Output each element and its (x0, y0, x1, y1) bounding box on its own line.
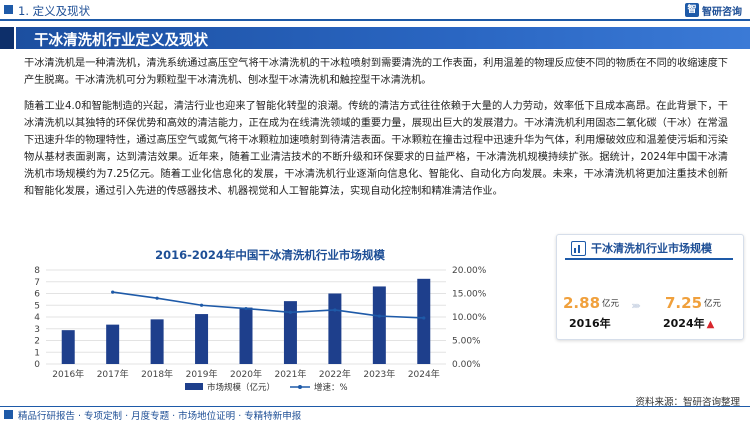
legend-bar-swatch (185, 383, 203, 390)
left-axis-tick: 3 (34, 325, 40, 335)
title-background (16, 27, 750, 49)
x-axis-tick: 2021年 (274, 368, 306, 380)
x-axis-tick: 2020年 (230, 368, 262, 380)
end-year-label: 2024年 (663, 317, 705, 330)
market-size-card: 干冰清洗机行业市场规模 2.88 亿元 2016年 ››››› 7.25 亿元 20… (556, 234, 744, 340)
end-unit: 亿元 (704, 299, 722, 309)
growth-line (112, 291, 424, 319)
start-year: 2016年 (569, 317, 611, 330)
footer: 精品行研报告 · 专项定制 · 月度专题 · 市场地位证明 · 专精特新申报 (0, 406, 750, 422)
legend-line-dot (298, 385, 302, 389)
growth-point (422, 316, 426, 320)
market-size-chart: 0123456780.00%5.00%10.00%15.00%20.00%201… (34, 266, 487, 393)
card-title: 干冰清洗机行业市场规模 (591, 242, 712, 255)
x-axis-tick: 2023年 (363, 368, 395, 380)
start-stat: 2.88 亿元 2016年 (563, 293, 620, 330)
bar (150, 319, 164, 364)
legend-line-label: 增速：% (314, 382, 348, 393)
brand: 智 智研咨询 (685, 3, 742, 18)
growth-point (288, 310, 293, 314)
x-axis-tick: 2016年 (52, 368, 84, 380)
right-axis-tick: 10.00% (452, 313, 487, 323)
card-header: 干冰清洗机行业市场规模 (565, 238, 733, 260)
left-axis-tick: 8 (34, 266, 40, 276)
bar (106, 324, 120, 364)
left-axis-tick: 4 (34, 313, 40, 323)
end-stat: 7.25 亿元 2024年 ▲ (663, 293, 722, 330)
growth-point (377, 314, 381, 318)
chart-title: 2016-2024年中国干冰清洗机行业市场规模 (155, 248, 385, 262)
growth-point (333, 308, 337, 312)
chevrons-right-icon: ››››› (631, 299, 641, 312)
footer-rule (0, 406, 750, 407)
left-axis-tick: 2 (34, 337, 40, 347)
top-rule (0, 19, 750, 21)
title-accent (0, 27, 14, 49)
x-axis-tick: 2019年 (186, 368, 218, 380)
section-label: 1. 定义及现状 (18, 4, 91, 18)
left-axis-tick: 0 (34, 360, 40, 370)
start-value: 2.88 (563, 294, 601, 312)
right-axis-tick: 5.00% (452, 337, 481, 347)
end-value: 7.25 (665, 294, 703, 312)
left-axis-tick: 1 (34, 348, 40, 358)
brand-logo-icon: 智 (685, 3, 699, 17)
bar (417, 278, 431, 364)
bar (283, 301, 297, 364)
growth-point (111, 290, 115, 294)
left-axis-tick: 7 (34, 278, 40, 288)
page-title: 干冰清洗机行业定义及现状 (34, 33, 208, 49)
brand-name: 智研咨询 (702, 6, 742, 18)
footer-services: 精品行研报告 · 专项定制 · 月度专题 · 市场地位证明 · 专精特新申报 (18, 411, 302, 422)
up-arrow-icon: ▲ (706, 319, 715, 330)
bar (61, 330, 75, 364)
legend-bar-label: 市场规模（亿元） (207, 382, 275, 393)
footer-square-icon (4, 410, 13, 419)
right-axis-tick: 0.00% (452, 360, 481, 370)
bar (195, 314, 209, 364)
bar (372, 286, 386, 364)
body-paragraph: 随着工业4.0和智能制造的兴起，清洁行业也迎来了智能化转型的浪潮。传统的清洁方式… (24, 101, 728, 197)
source-note: 资料来源：智研咨询整理 (635, 397, 740, 408)
section-square-icon (4, 5, 13, 14)
growth-point (244, 306, 248, 311)
right-axis-tick: 15.00% (452, 290, 487, 300)
start-unit: 亿元 (602, 299, 620, 309)
left-axis-tick: 6 (34, 290, 40, 300)
growth-point (155, 296, 159, 300)
bar-chart-icon (571, 241, 586, 256)
right-axis-tick: 20.00% (452, 266, 487, 276)
title-bar: 干冰清洗机行业定义及现状 (0, 27, 750, 49)
end-year: 2024年 ▲ (663, 315, 714, 331)
intro-paragraph: 干冰清洗机是一种清洗机，清洗系统通过高压空气将干冰清洗机的干冰粒喷射到需要清洗的… (24, 58, 728, 86)
bar (328, 293, 342, 364)
x-axis-tick: 2022年 (319, 368, 351, 380)
x-axis-tick: 2024年 (408, 368, 440, 380)
x-axis-tick: 2017年 (97, 368, 129, 380)
left-axis-tick: 5 (34, 301, 40, 311)
bar (239, 307, 253, 364)
x-axis-tick: 2018年 (141, 368, 173, 380)
top-bar: 1. 定义及现状 智 智研咨询 (0, 0, 750, 22)
growth-point (199, 303, 204, 307)
